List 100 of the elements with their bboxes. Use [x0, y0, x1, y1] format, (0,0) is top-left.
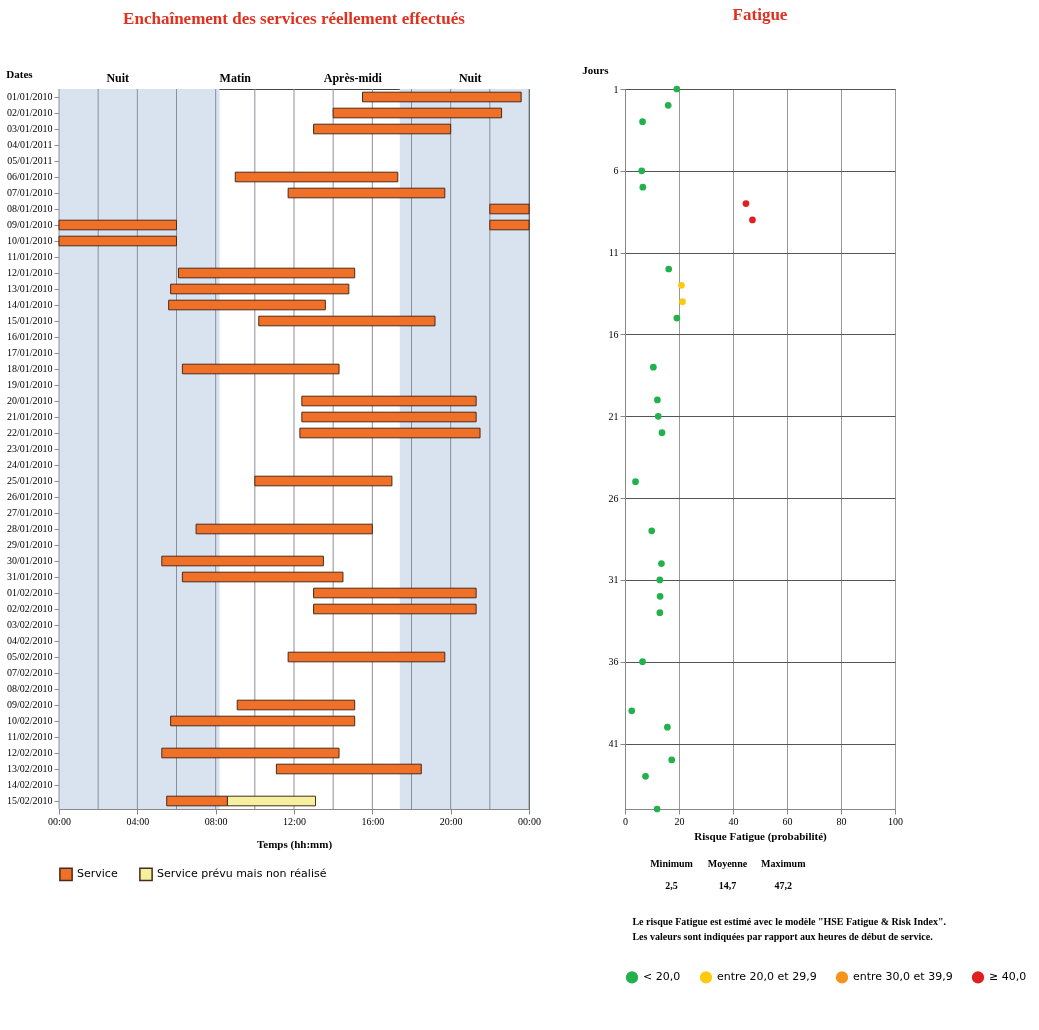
y-tick-label: 12/02/2010 — [6, 747, 53, 758]
y-tick-label: 6 — [613, 165, 619, 177]
x-tick-label: 20 — [674, 815, 685, 827]
x-tick-label: 0 — [623, 815, 628, 827]
y-tick-label: 14/01/2010 — [6, 299, 53, 310]
x-tick-label: 12:00 — [283, 815, 306, 827]
y-tick-label: 1 — [613, 83, 619, 95]
point — [678, 282, 685, 289]
text: Après-midi — [323, 71, 383, 85]
point — [656, 576, 664, 584]
y-tick-label: 05/02/2010 — [6, 651, 53, 662]
bar — [195, 523, 373, 535]
point — [654, 396, 661, 404]
point — [648, 527, 656, 535]
y-tick-label: 26 — [608, 492, 619, 504]
point — [650, 363, 657, 371]
bar — [170, 715, 356, 727]
point — [642, 772, 649, 780]
y-tick-label: 18/01/2010 — [6, 363, 53, 374]
y-tick-label: 10/02/2010 — [6, 715, 53, 726]
legend-label: Service prévu mais non réalisé — [157, 867, 327, 881]
x-tick-label: 00:00 — [518, 815, 541, 827]
y-tick-label: 31/01/2010 — [6, 571, 53, 582]
point — [628, 707, 636, 715]
y-tick-label: 21/01/2010 — [6, 411, 53, 422]
y-tick-label: 23/01/2010 — [6, 443, 53, 454]
text: Nuit — [106, 71, 130, 85]
y-tick-label: 14/02/2010 — [6, 779, 53, 790]
y-tick-label: 02/02/2010 — [6, 603, 53, 614]
y-tick-label: 16 — [608, 328, 619, 340]
text: Nuit — [458, 71, 482, 85]
bar — [177, 267, 356, 279]
bar — [181, 571, 344, 583]
text: 14,7 — [718, 880, 737, 891]
bar — [168, 299, 326, 311]
x-tick-label: 04:00 — [126, 815, 150, 827]
point — [658, 429, 666, 436]
y-tick-label: 16/01/2010 — [6, 331, 53, 342]
text: Moyenne — [707, 858, 748, 869]
y-tick-label: 10/01/2010 — [6, 235, 53, 246]
y-tick-label: 19/01/2010 — [6, 379, 53, 390]
y-tick-label: 15/02/2010 — [6, 795, 53, 806]
y-tick-label: 09/01/2010 — [6, 219, 53, 230]
point — [638, 167, 646, 175]
y-tick-label: 15/01/2010 — [6, 315, 53, 326]
text: 2,5 — [665, 880, 678, 891]
y-tick-label: 31 — [608, 574, 619, 586]
y-tick-label: 29/01/2010 — [6, 539, 53, 550]
point — [749, 216, 756, 224]
y-tick-label: 04/01/2011 — [7, 139, 53, 150]
y-tick-label: 01/01/2010 — [6, 91, 53, 102]
bar — [275, 763, 422, 775]
y-tick-label: 36 — [608, 656, 619, 668]
bar — [58, 219, 177, 231]
y-tick-label: 28/01/2010 — [6, 523, 53, 534]
y-tick-label: 05/01/2011 — [7, 155, 53, 166]
y-tick-label: 12/01/2010 — [6, 267, 53, 278]
y-tick-label: 25/01/2010 — [6, 475, 53, 486]
x-axis-title: Temps (hh:mm) — [256, 837, 333, 851]
point — [656, 609, 664, 616]
text: Minimum — [650, 858, 694, 869]
y-tick-label: 11/01/2010 — [7, 251, 53, 262]
point — [673, 85, 681, 93]
bar — [332, 107, 503, 119]
text: 47,2 — [774, 880, 793, 891]
point — [664, 102, 672, 109]
y-tick-label: 17/01/2010 — [6, 347, 53, 358]
y-tick-label: 07/02/2010 — [6, 667, 53, 678]
x-axis-title: Risque Fatigue (probabilité) — [694, 829, 828, 843]
text: Le risque Fatigue est estimé avec le modèle "HSE Fatigue & Risk Index". — [632, 916, 947, 927]
y-tick-label: 11 — [608, 247, 619, 259]
point — [673, 314, 681, 322]
x-tick-label: 100 — [888, 815, 903, 827]
x-tick-label: 08:00 — [204, 815, 228, 827]
bar — [489, 203, 530, 215]
y-tick-label: 24/01/2010 — [6, 459, 53, 470]
bar — [301, 411, 477, 423]
point — [654, 412, 662, 420]
y-tick-label: 03/02/2010 — [6, 619, 53, 630]
chart-title: Enchaînement des services réellement effectués — [123, 9, 466, 28]
y-tick-label: 01/02/2010 — [6, 587, 53, 598]
x-tick-label: 60 — [782, 815, 793, 827]
y-tick-label: 08/02/2010 — [6, 683, 53, 694]
y-tick-label: 41 — [608, 738, 619, 750]
y-tick-label: 30/01/2010 — [6, 555, 53, 566]
bar — [301, 395, 477, 407]
bar — [313, 123, 452, 135]
text: Les valeurs sont indiquées par rapport aux heures de début de service. — [632, 931, 934, 942]
legend-label: entre 30,0 et 39,9 — [853, 970, 953, 984]
bar — [236, 699, 356, 711]
y-tick-label: 03/01/2010 — [6, 123, 53, 134]
bar — [362, 91, 522, 103]
bar — [287, 187, 446, 199]
legend-label: < 20,0 — [643, 970, 681, 984]
point — [639, 658, 646, 666]
point — [664, 723, 671, 731]
bar — [258, 315, 436, 327]
bar — [161, 555, 324, 567]
point — [656, 592, 664, 600]
y-tick-label: 08/01/2010 — [6, 203, 53, 214]
